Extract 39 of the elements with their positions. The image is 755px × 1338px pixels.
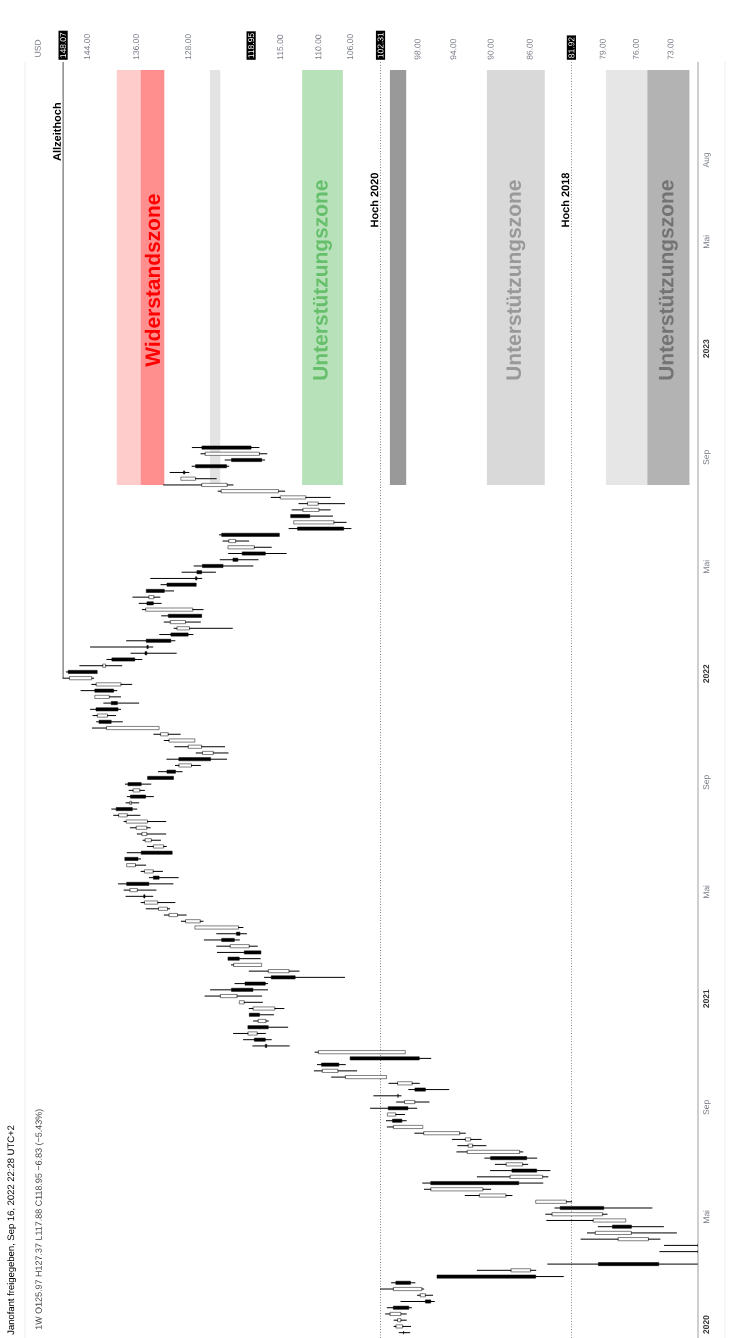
x-tick-label: 144.00 (84, 34, 91, 60)
x-tick-label: 79.00 (599, 38, 606, 60)
x-tick-label: 136.00 (133, 34, 140, 60)
y-tick-label: Mai (703, 560, 710, 573)
x-tick-label: 115.00 (277, 34, 284, 60)
text: Janofant freigegeben, Sep 16, 2022 22:28 UTC+2 (7, 1125, 17, 1335)
ref-line-label: Allzeithoch (52, 103, 61, 161)
y-tick-label: Sep (703, 1100, 711, 1115)
band-label: Unterstützungszone (506, 180, 526, 380)
x-tick-label: 98.00 (414, 38, 421, 60)
x-tick-label: 118.95 (248, 33, 255, 58)
ref-line-label: Hoch 2020 (370, 173, 379, 227)
y-tick-label: 2021 (703, 989, 710, 1008)
band-label: Unterstützungszone (312, 180, 332, 380)
x-tick-label: 102.31 (377, 32, 384, 58)
y-tick-label: 2020 (703, 1315, 710, 1334)
y-axis-title: USD (34, 39, 41, 57)
y-tick-label: Mai (703, 235, 710, 248)
y-tick-label: 2023 (703, 339, 710, 358)
y-tick-label: Mai (703, 885, 710, 899)
y-tick-label: Aug (703, 152, 711, 168)
x-tick-label: 128.00 (185, 34, 192, 60)
x-tick-label: 73.00 (667, 38, 674, 60)
x-tick-label: 76.00 (632, 38, 639, 60)
y-tick-label: Sep (703, 450, 711, 465)
x-tick-label: 106.00 (347, 34, 354, 60)
x-tick-label: 110.00 (315, 34, 322, 60)
band-label: Widerstandszone (144, 194, 161, 367)
x-tick-label: 90.00 (487, 38, 494, 60)
ref-line-label: Hoch 2018 (561, 172, 570, 227)
x-tick-label: 94.00 (450, 38, 457, 60)
text: 1W O125.97 H127.37 L117.88 C118.95 −6.83 (−5.43%) (35, 1109, 44, 1330)
y-tick-label: 2022 (703, 664, 710, 683)
y-tick-label: Mai (703, 1210, 710, 1224)
x-tick-label: 148.07 (60, 32, 67, 58)
x-tick-label: 86.00 (526, 38, 533, 60)
y-tick-label: Sep (703, 775, 711, 790)
band-label: Unterstützungszone (658, 180, 678, 380)
x-tick-label: 81.92 (568, 37, 575, 58)
